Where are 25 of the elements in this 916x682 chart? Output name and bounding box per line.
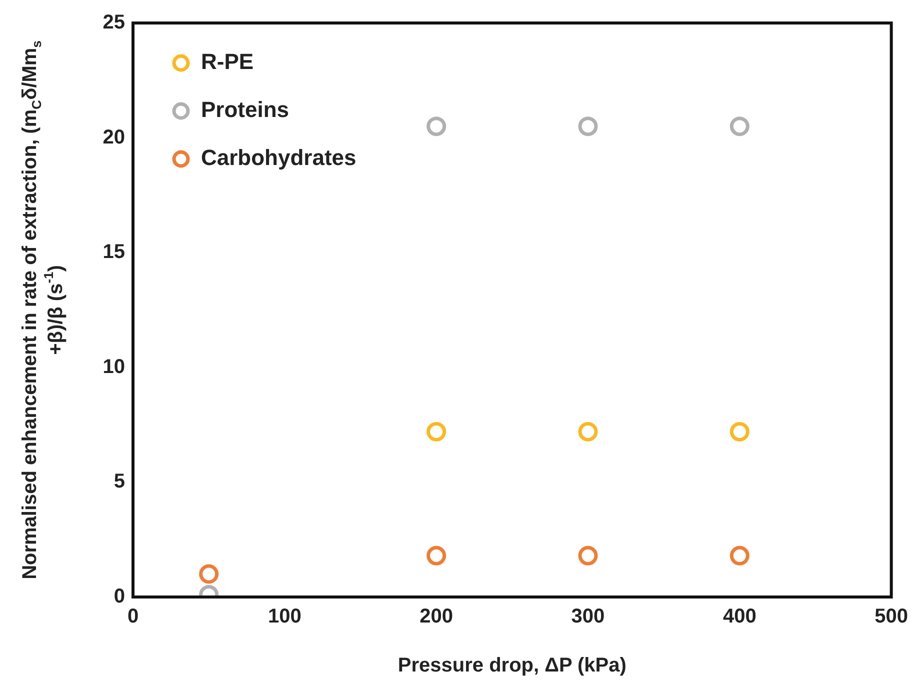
legend-label: Carbohydrates bbox=[201, 145, 356, 170]
point bbox=[426, 116, 446, 136]
point bbox=[730, 422, 750, 442]
x-tick-label: 100 bbox=[268, 606, 302, 628]
point bbox=[426, 546, 446, 566]
y-tick-label: 20 bbox=[102, 126, 125, 148]
y-tick-label: 25 bbox=[102, 12, 125, 34]
y-tick-label: 15 bbox=[102, 241, 125, 264]
point bbox=[578, 546, 598, 566]
x-tick-label: 500 bbox=[874, 606, 908, 628]
point bbox=[578, 116, 598, 136]
x-tick-label: 200 bbox=[420, 606, 454, 628]
x-tick-label: 400 bbox=[722, 606, 756, 628]
y-tick-label: 5 bbox=[114, 470, 125, 493]
legend-label: Proteins bbox=[201, 97, 290, 122]
y-tick-label: 0 bbox=[114, 586, 125, 608]
point bbox=[578, 422, 598, 442]
x-axis-title: Pressure drop, ΔP (kPa) bbox=[398, 654, 626, 677]
y-tick-label: 10 bbox=[102, 356, 125, 378]
point bbox=[199, 564, 219, 584]
point bbox=[426, 422, 446, 442]
point bbox=[730, 546, 750, 566]
point bbox=[730, 116, 750, 136]
x-tick-label: 300 bbox=[571, 606, 605, 628]
legend-label: R-PE bbox=[201, 49, 254, 74]
